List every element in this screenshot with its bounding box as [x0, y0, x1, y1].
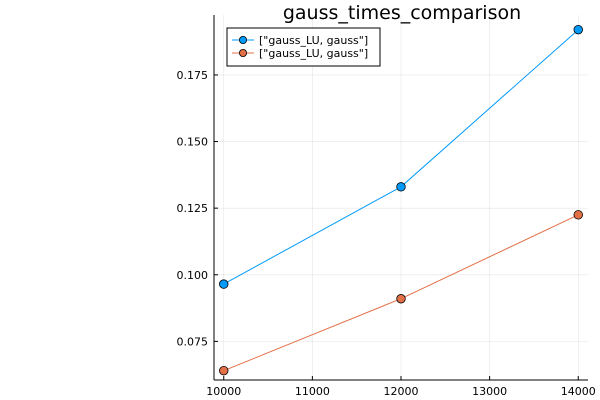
y-tick-label: 0.150 — [177, 136, 209, 149]
series-2-point — [573, 210, 583, 220]
x-tick-label: 11000 — [295, 385, 330, 398]
x-tick-label: 14000 — [561, 385, 596, 398]
x-tick-label: 13000 — [472, 385, 507, 398]
y-tick-label: 0.125 — [177, 202, 209, 215]
y-tick-label: 0.075 — [177, 335, 209, 348]
y-tick-label: 0.100 — [177, 269, 209, 282]
legend-label-2: ["gauss_LU, gauss"] — [259, 47, 368, 60]
series — [219, 24, 583, 376]
x-tick-label: 10000 — [206, 385, 241, 398]
legend-marker-2 — [238, 49, 247, 58]
series-1-point — [396, 182, 406, 192]
grid — [214, 15, 588, 380]
chart-title: gauss_times_comparison — [283, 2, 521, 24]
series-2-point — [219, 365, 229, 376]
legend-marker-1 — [238, 36, 247, 45]
series-1-point — [573, 24, 583, 35]
x-tick-label: 12000 — [384, 385, 419, 398]
legend-label-1: ["gauss_LU, gauss"] — [259, 34, 368, 47]
y-tick-label: 0.175 — [177, 69, 209, 82]
series-2-point — [396, 294, 406, 304]
ticks: 10000 11000 12000 13000 14000 0.075 0.100 0.125… — [177, 69, 596, 398]
series-1-point — [219, 279, 229, 289]
legend-box — [226, 27, 381, 67]
legend: ["gauss_LU, gauss"]["gauss_LU, gauss"] — [226, 27, 381, 67]
